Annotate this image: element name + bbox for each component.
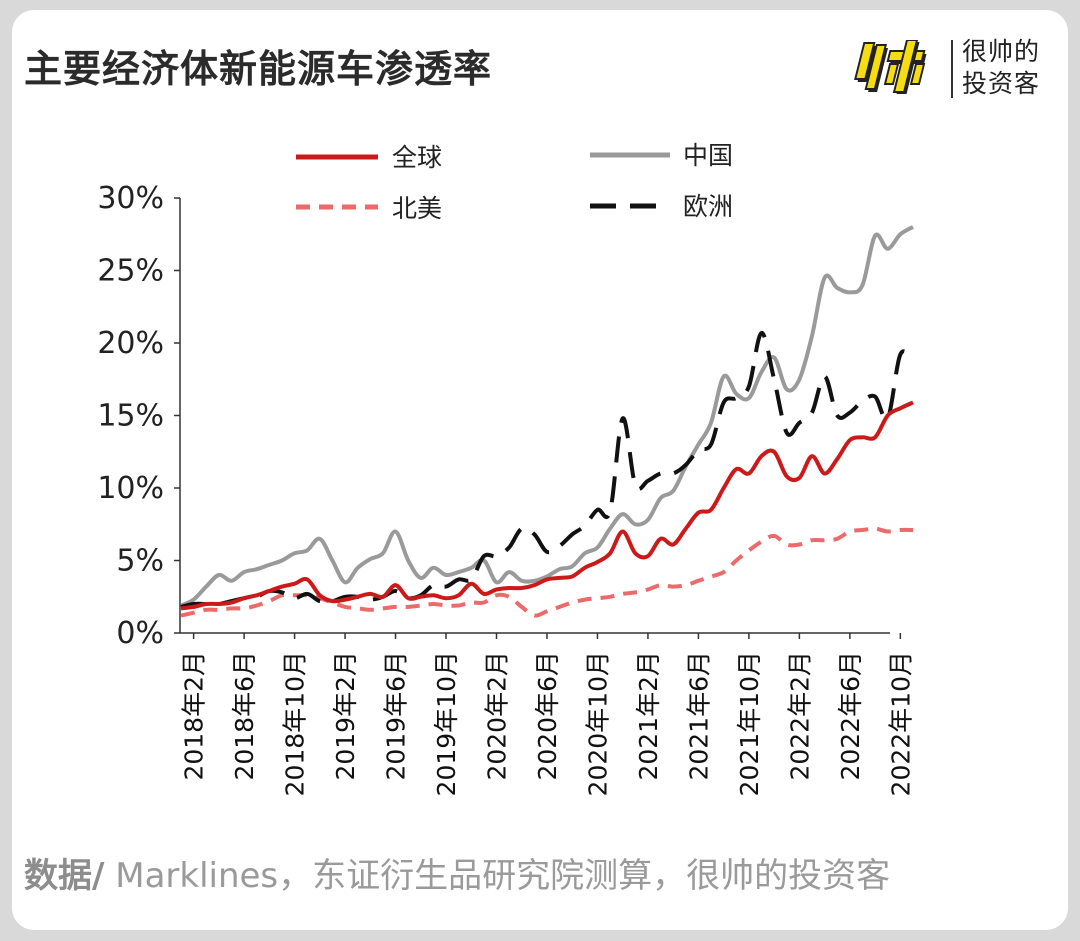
legend-label: 全球 (392, 143, 442, 172)
y-tick-label: 0% (116, 616, 164, 651)
series-line-欧洲 (180, 330, 915, 609)
series-line-北美 (180, 526, 914, 618)
source-label: 数据/ (24, 856, 105, 896)
brand-line-1: 很帅的 (962, 37, 1041, 66)
x-axis: 2018年2月 2018年6月 2018年10月 2019年2月 2019年6月 2019… (180, 632, 915, 796)
legend-label: 北美 (392, 194, 442, 223)
legend-label: 欧洲 (683, 192, 733, 221)
brand-name: 很帅的 投资客 (962, 36, 1040, 100)
x-tick-label: 2018年6月 (230, 651, 259, 781)
x-tick-label: 2021年6月 (684, 651, 713, 781)
x-tick-label: 2018年2月 (180, 651, 209, 781)
series-line-全球 (180, 400, 914, 611)
y-tick-label: 25% (97, 254, 164, 289)
x-tick-label: 2022年2月 (785, 651, 814, 781)
x-tick-label: 2019年2月 (331, 651, 360, 781)
x-tick-label: 2021年10月 (735, 651, 764, 796)
brand-line-2: 投资客 (962, 69, 1041, 98)
source-note: 数据/ Marklines，东证衍生品研究院测算，很帅的投资客 (24, 848, 890, 897)
x-tick-label: 2020年10月 (583, 651, 612, 796)
y-tick-label: 30% (97, 181, 164, 216)
y-tick-label: 5% (116, 544, 164, 579)
source-text: Marklines，东证衍生品研究院测算，很帅的投资客 (104, 856, 891, 896)
x-tick-label: 2018年10月 (281, 651, 310, 796)
x-tick-label: 2020年2月 (483, 651, 512, 781)
brand-logo: 很帅的 投资客 (848, 36, 1048, 106)
x-tick-label: 2021年2月 (634, 651, 663, 781)
y-axis: 0% 5% 10% 15% 20% 25% 30% (97, 181, 181, 651)
x-tick-label: 2022年6月 (836, 651, 865, 781)
page-title: 主要经济体新能源车渗透率 (24, 47, 493, 91)
x-tick-label: 2019年10月 (432, 651, 461, 796)
chart-series (180, 225, 915, 618)
y-tick-label: 10% (97, 471, 164, 506)
x-tick-label: 2022年10月 (886, 651, 915, 796)
x-tick-label: 2019年6月 (382, 651, 411, 781)
y-tick-label: 15% (97, 399, 164, 434)
brand-divider (951, 40, 953, 98)
y-tick-label: 20% (97, 326, 164, 361)
x-tick-label: 2020年6月 (533, 651, 562, 781)
series-line-中国 (180, 225, 914, 608)
chart-card (12, 10, 1068, 930)
brand-mark-icon (854, 40, 927, 94)
legend-label: 中国 (683, 141, 733, 170)
